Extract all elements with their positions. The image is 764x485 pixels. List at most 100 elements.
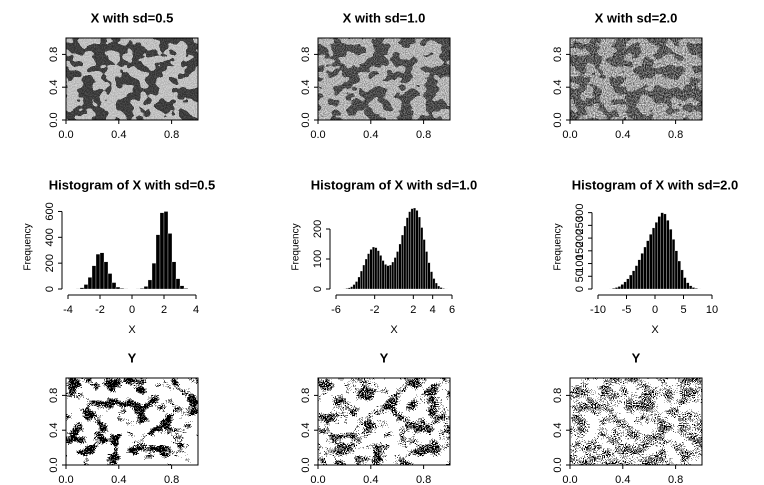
y-axis-label: Frequency [291, 223, 302, 270]
histogram-bar [637, 259, 641, 290]
histogram-bar [139, 288, 145, 290]
y-tick-label: 0.4 [552, 80, 564, 95]
y-tick-label: 0 [44, 286, 56, 292]
histogram-bar [79, 287, 85, 290]
histogram-bar [163, 211, 169, 290]
x-tick-label: 0 [652, 304, 658, 316]
y-tick-label: 100 [574, 254, 586, 272]
histogram-bar [183, 288, 189, 290]
histogram-bar [403, 225, 407, 290]
histogram-bar [111, 282, 117, 290]
y-tick-label: 0.0 [48, 457, 60, 472]
x-tick-label: -4 [63, 304, 73, 316]
histogram-bar [643, 246, 647, 290]
image-raster [570, 378, 702, 465]
histogram-bar [372, 246, 375, 290]
y-tick-label: 0.8 [48, 47, 60, 62]
panel-title: Histogram of X with sd=1.0 [311, 177, 478, 192]
x-tick-label: 0.0 [310, 474, 325, 485]
x-tick-label: 0.0 [562, 129, 577, 141]
histogram-bar [115, 286, 121, 290]
plot-box [317, 377, 451, 466]
histogram-bar [405, 217, 409, 290]
histogram-bar [626, 278, 630, 290]
histogram-bar [396, 251, 399, 290]
y-tick-label: 0 [312, 286, 324, 292]
histogram-bar [95, 253, 101, 290]
panel-title: X with sd=2.0 [595, 10, 678, 25]
image-raster [66, 378, 198, 465]
histogram-bar [87, 277, 93, 290]
y-tick-label: 200 [312, 220, 324, 238]
histogram-bar [367, 253, 370, 290]
panel-title: Y [380, 350, 389, 365]
histogram-bar [103, 261, 109, 290]
histogram-bar [442, 288, 445, 290]
histogram-bar [425, 251, 428, 290]
histogram-bar [408, 211, 412, 290]
plot-box [569, 377, 703, 466]
histogram-bar [398, 243, 402, 290]
x-tick-label: -6 [331, 304, 341, 316]
x-tick-label: -2 [95, 304, 105, 316]
x-tick-label: 0.8 [164, 474, 179, 485]
x-tick-label: 6 [449, 304, 455, 316]
histogram-bar [391, 261, 395, 290]
histogram-bar [434, 282, 438, 290]
y-tick-label: 0.0 [552, 457, 564, 472]
histogram-bar [671, 239, 676, 290]
histogram-bar [159, 212, 165, 290]
histogram-bar [612, 288, 616, 290]
x-tick-label: -5 [622, 304, 632, 316]
y-tick-label: 0.8 [552, 47, 564, 62]
x-tick-label: 0.8 [416, 474, 431, 485]
histogram-bar [669, 229, 673, 290]
panel-title: Histogram of X with sd=2.0 [572, 177, 739, 192]
histogram-bar [422, 239, 426, 290]
panel-title: Y [128, 350, 137, 365]
y-tick-label: 600 [44, 202, 56, 220]
y-tick-label: 0.0 [552, 112, 564, 127]
histogram-bar [666, 220, 670, 290]
x-tick-label: 0.0 [310, 129, 325, 141]
histogram-bar [352, 284, 356, 290]
histogram-bar [620, 284, 624, 290]
x-tick-label: 0.0 [58, 474, 73, 485]
y-tick-label: 50 [574, 270, 586, 282]
y-tick-label: 200 [574, 229, 586, 247]
histogram-bar [654, 222, 658, 290]
x-tick-label: 0.4 [111, 474, 126, 485]
y-tick-label: 100 [312, 250, 324, 268]
panel-title: Y [632, 350, 641, 365]
histogram-bar [119, 288, 125, 290]
x-tick-label: 0.8 [416, 129, 431, 141]
histogram-bar [364, 258, 368, 290]
histogram-bar [418, 216, 421, 290]
y-tick-label: 150 [574, 242, 586, 260]
x-tick-label: 0.8 [668, 474, 683, 485]
y-tick-label: 0.0 [48, 112, 60, 127]
histogram-bar [175, 278, 181, 290]
histogram-bar [179, 285, 185, 290]
y-tick-label: 200 [44, 254, 56, 272]
y-tick-label: 400 [44, 228, 56, 246]
y-axis-label: Frequency [23, 223, 34, 270]
histogram-bar [439, 287, 443, 290]
y-axis-label: Frequency [553, 223, 564, 270]
x-tick-label: 5 [680, 304, 686, 316]
x-tick-label: 0.0 [562, 474, 577, 485]
histogram-bar [384, 264, 387, 290]
y-tick-label: 0.0 [300, 112, 312, 127]
panel-title: Histogram of X with sd=0.5 [49, 177, 216, 192]
x-axis-label: X [128, 324, 136, 336]
plot-box [317, 37, 451, 121]
histogram-bar [151, 263, 157, 290]
x-tick-label: 10 [706, 304, 718, 316]
panel-title: X with sd=0.5 [91, 10, 174, 25]
histogram-bar [369, 249, 373, 290]
x-tick-label: 0.8 [668, 129, 683, 141]
histogram-bar [646, 240, 650, 290]
histogram-bar [430, 271, 433, 290]
y-tick-label: 0.4 [300, 80, 312, 95]
